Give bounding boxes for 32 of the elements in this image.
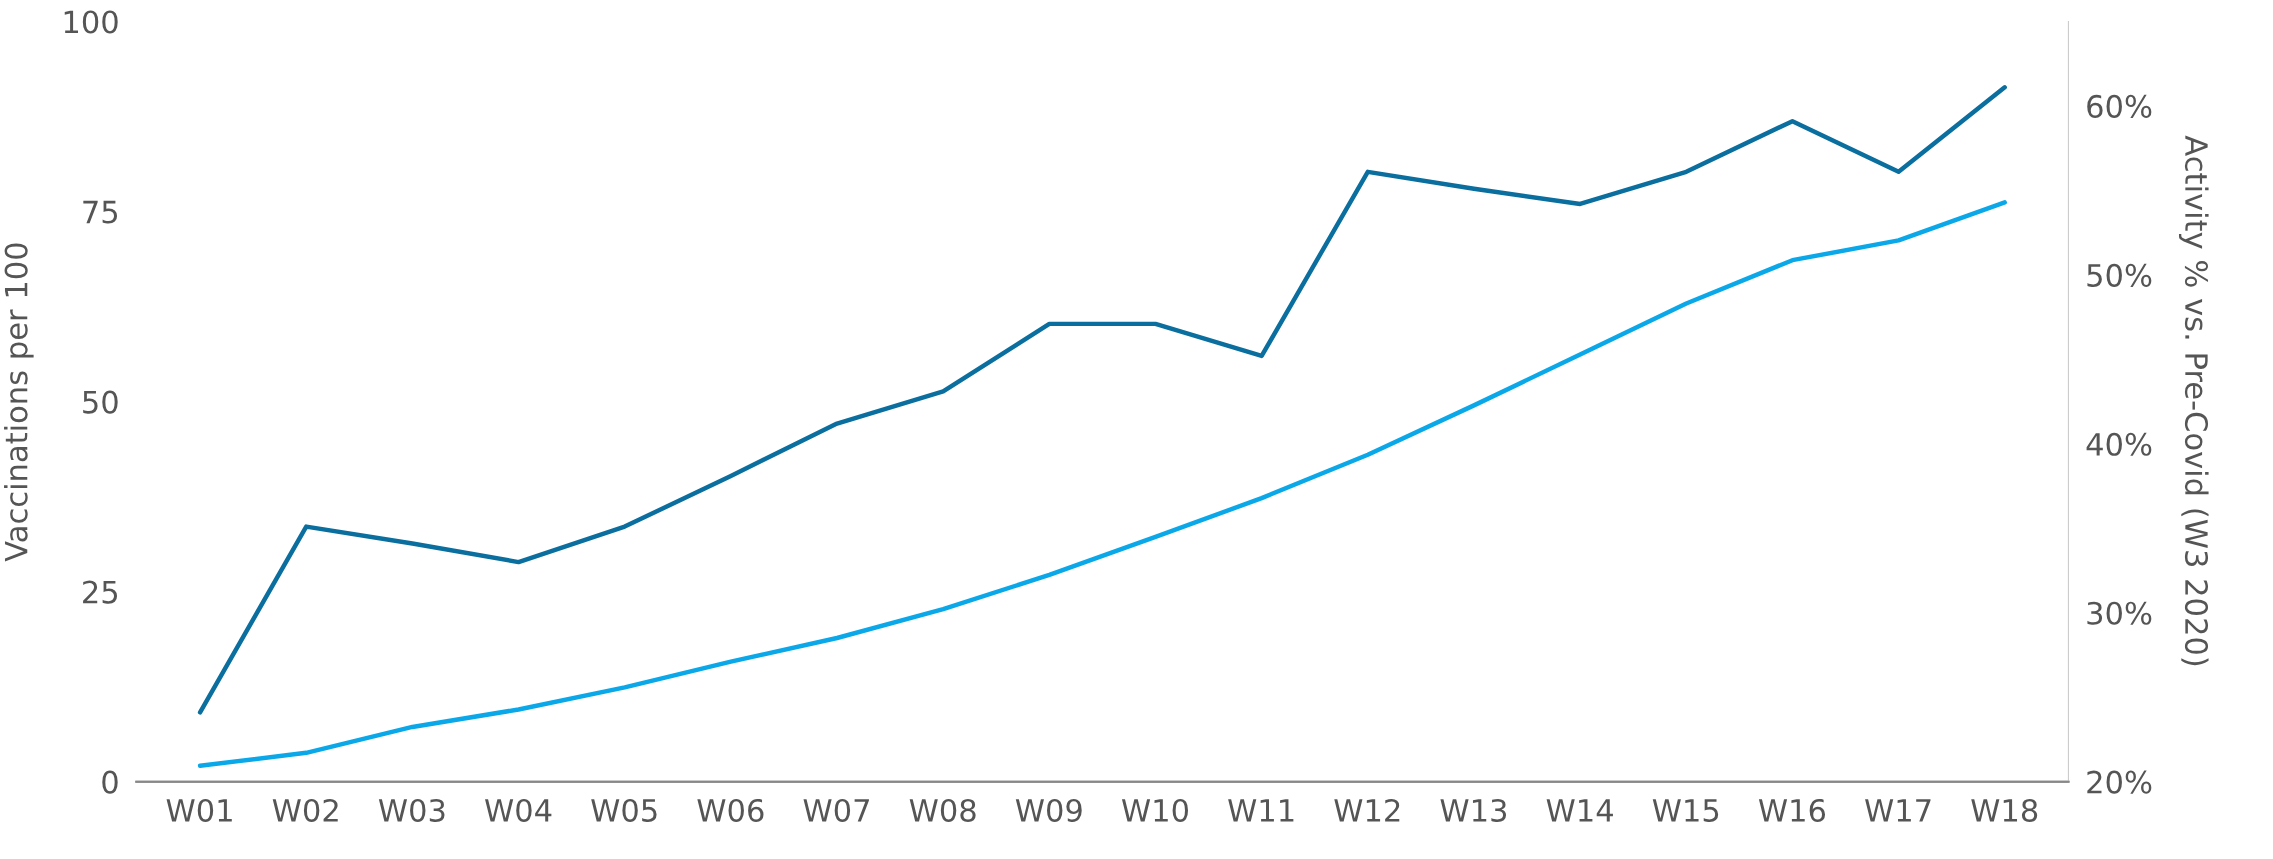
x-tick-label: W01 — [166, 798, 232, 823]
y2-tick-label: 40% — [2086, 432, 2152, 456]
x-tick-label: W16 — [1758, 798, 1826, 823]
x-tick-label: W11 — [1228, 799, 1294, 822]
x-tick-label: W13 — [1440, 798, 1507, 823]
x-tick-label: W14 — [1546, 799, 1613, 822]
x-tick-label: W08 — [909, 798, 976, 823]
y2-axis-title: Activity % vs. Pre-Covid (W3 2020) — [2178, 135, 2209, 666]
x-tick-label: W10 — [1121, 798, 1188, 823]
x-tick-label: W04 — [485, 798, 552, 823]
x-tick-label: W02 — [272, 798, 338, 823]
x-tick-label: W05 — [591, 798, 657, 823]
y-tick-label: 25 — [83, 580, 118, 604]
y-tick-label: 75 — [83, 200, 118, 224]
line-series — [197, 200, 2007, 768]
y-axis-title: Vaccinations per 100 — [4, 243, 34, 562]
x-tick-label: W03 — [378, 798, 445, 823]
y-tick-label: 0 — [102, 770, 118, 794]
y-tick-label: 100 — [64, 10, 118, 34]
y2-tick-label: 60% — [2087, 94, 2152, 118]
x-tick-label: W15 — [1652, 799, 1719, 823]
y2-tick-label: 30% — [2087, 601, 2152, 625]
x-tick-label: W18 — [1971, 798, 2038, 823]
x-tick-label: W06 — [697, 798, 764, 823]
x-tick-label: W09 — [1015, 798, 1082, 823]
x-tick-label: W07 — [803, 798, 869, 823]
y-tick-label: 50 — [83, 390, 118, 414]
y2-tick-label: 20% — [2087, 770, 2152, 794]
x-tick-label: W17 — [1865, 799, 1931, 822]
x-tick-label: W12 — [1334, 798, 1400, 822]
y2-tick-label: 50% — [2087, 263, 2152, 287]
line-series — [197, 85, 2007, 715]
